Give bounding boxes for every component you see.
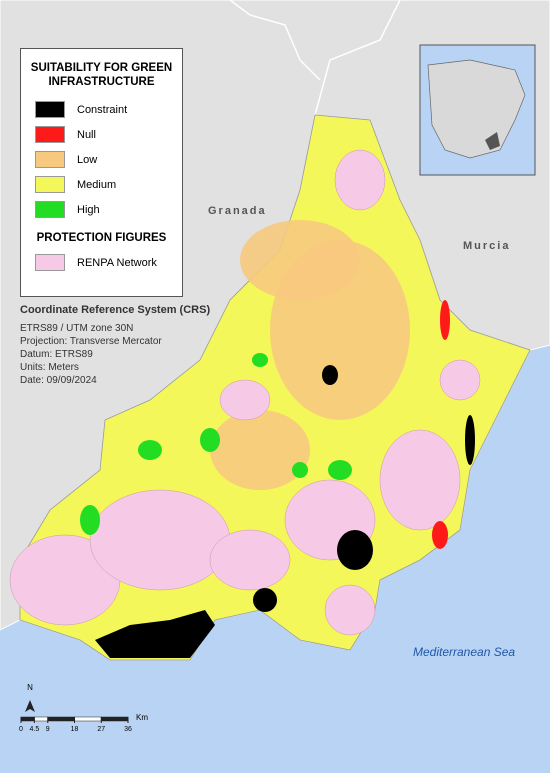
legend-entry: Constraint [21,97,182,122]
scale-tick-label: 18 [71,726,79,733]
legend-entry: High [21,197,182,222]
renpa-area [334,149,386,211]
inset-map [419,44,536,176]
scale-tick-label: 4.5 [30,726,40,733]
crs-line: Units: Meters [20,362,79,373]
scale-segment [34,716,48,722]
high-area [200,428,220,452]
legend-title: SUITABILITY FOR GREEN INFRASTRUCTURE [30,62,173,88]
legend-swatch [35,151,65,168]
legend-label: High [77,203,100,216]
constraint-area [322,365,338,385]
renpa-area [379,429,461,531]
high-area [292,462,308,478]
scale-segment [47,716,75,722]
protection-items: RENPA Network [21,250,182,275]
constraint-area [253,588,277,612]
crs-line: Datum: ETRS89 [20,349,93,360]
high-area [138,440,162,460]
scale-bar: 0 4.5 9 18 27 36 Km [19,713,148,733]
null-area [440,300,450,340]
low-area [240,220,360,300]
constraint-area [465,415,475,465]
renpa-area [324,584,376,636]
constraint-area [337,530,373,570]
renpa-area [219,379,271,421]
legend-swatch [35,101,65,118]
legend-entry: Medium [21,172,182,197]
legend-swatch [35,176,65,193]
scale-tick-label: 36 [124,726,132,733]
constraint-area [95,610,215,658]
protection-title: PROTECTION FIGURES [36,232,167,244]
north-arrow [25,700,35,712]
sea-label: Mediterranean Sea [413,645,516,659]
legend-label: Constraint [77,103,128,116]
legend-entry: Low [21,147,182,172]
legend-label: Medium [77,178,117,191]
crs-title: Coordinate Reference System (CRS) [20,304,211,316]
scale-unit: Km [136,713,148,722]
low-area [210,410,310,490]
legend-items: Constraint Null Low Medium High [21,97,182,222]
crs-line: Date: 09/09/2024 [20,375,97,386]
legend: SUITABILITY FOR GREEN INFRASTRUCTURE Con… [20,48,183,297]
scale-tick-label: 27 [97,726,105,733]
crs-block: Coordinate Reference System (CRS) ETRS89… [20,304,210,387]
legend-entry: Null [21,122,182,147]
legend-entry: RENPA Network [21,250,182,275]
north-label: N [27,683,33,692]
legend-label: Low [77,153,98,166]
legend-label: Null [77,128,96,141]
renpa-area [89,489,231,591]
crs-line: ETRS89 / UTM zone 30N [20,323,134,334]
legend-swatch [35,201,65,218]
legend-swatch [35,254,65,271]
legend-label: RENPA Network [77,256,157,269]
renpa-area [209,529,291,591]
scale-segment [20,716,35,722]
null-area [432,521,448,549]
place-label: Granada [208,205,267,217]
place-label: Murcia [463,240,511,252]
scale-segment [101,716,129,722]
scale-segment [74,716,102,722]
scale-tick-label: 9 [46,726,50,733]
crs-line: Projection: Transverse Mercator [20,336,162,347]
legend-swatch [35,126,65,143]
high-area [328,460,352,480]
scale-tick-label: 0 [19,726,23,733]
border [229,0,401,116]
high-area [80,505,100,535]
renpa-area [439,359,481,401]
high-area [252,353,268,367]
